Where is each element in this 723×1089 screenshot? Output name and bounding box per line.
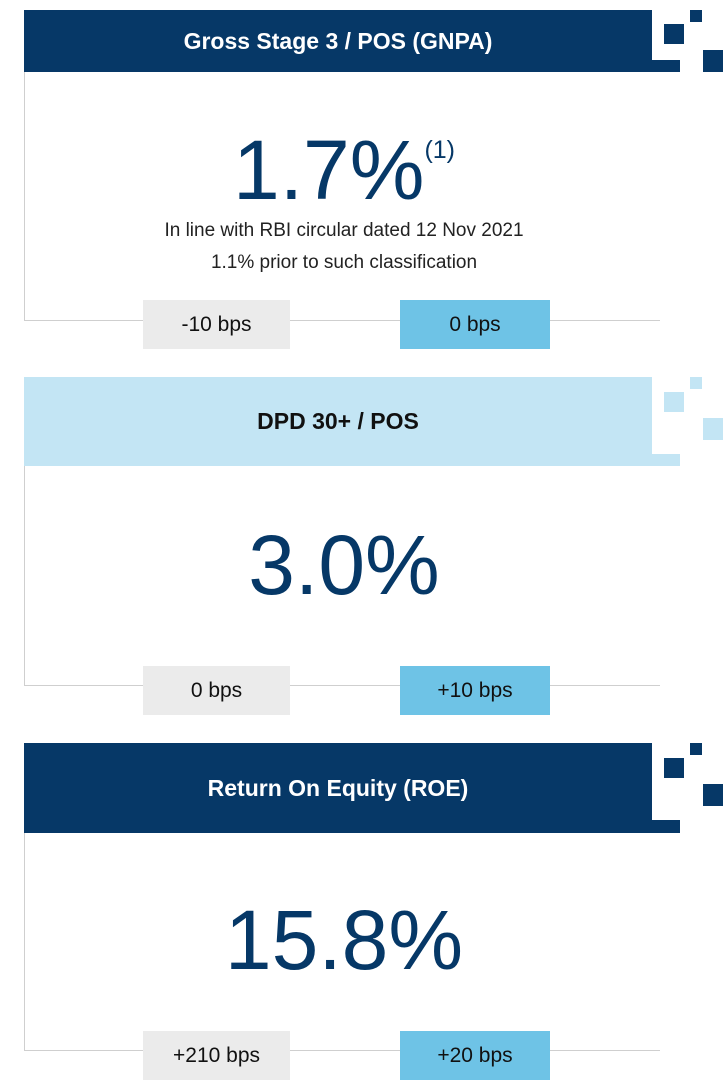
card-value: 3.0% [248, 518, 440, 612]
decor [652, 820, 680, 833]
note: In line with RBI circular dated 12 Nov 2… [164, 220, 524, 241]
card-body [24, 72, 660, 321]
decor [703, 50, 723, 72]
decor [703, 784, 723, 806]
card-body [24, 833, 660, 1051]
decor [664, 392, 684, 412]
decor [690, 743, 702, 755]
badge: +10 bps [400, 666, 550, 715]
note: 1.1% prior to such classification [210, 252, 478, 273]
value: 1.7% [232, 123, 425, 217]
badge: 0 bps [143, 666, 290, 715]
decor [664, 758, 684, 778]
card-title: Return On Equity (ROE) [24, 743, 652, 833]
card-value: 1.7%(1) [24, 120, 664, 220]
decor [703, 418, 723, 440]
badge: -10 bps [143, 300, 290, 349]
badge: +20 bps [400, 1031, 550, 1080]
decor [664, 24, 684, 44]
card-value: 15.8% [224, 893, 464, 987]
badge: 0 bps [400, 300, 550, 349]
decor [690, 10, 702, 22]
card-title: Gross Stage 3 / POS (GNPA) [24, 10, 652, 72]
footnote-ref: (1) [424, 136, 456, 164]
decor [652, 60, 680, 72]
card-title: DPD 30+ / POS [24, 377, 652, 466]
decor [690, 377, 702, 389]
card-body [24, 466, 660, 686]
badge: +210 bps [143, 1031, 290, 1080]
decor [652, 454, 680, 466]
